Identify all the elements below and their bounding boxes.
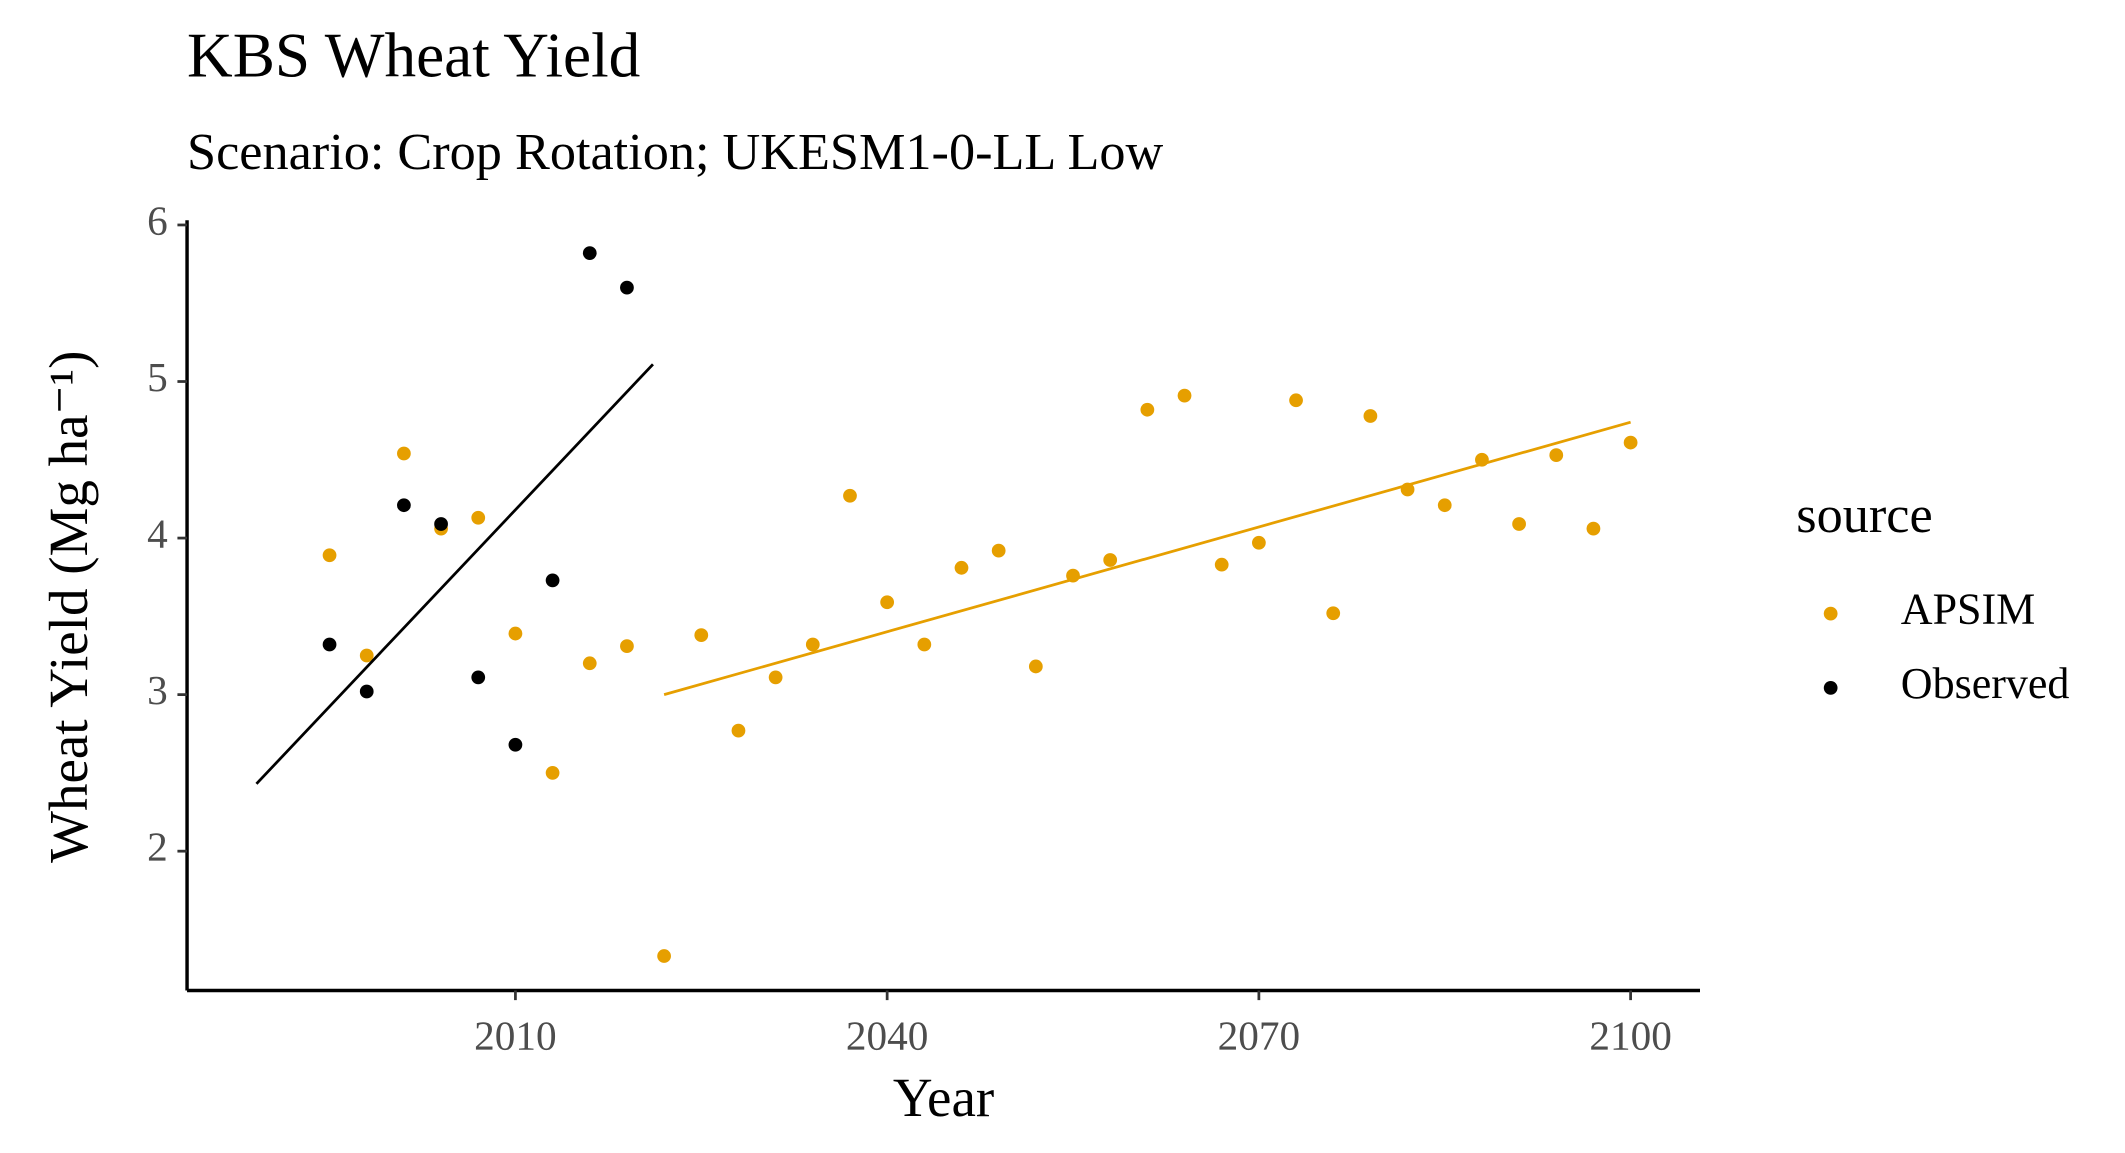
point: [917, 637, 932, 652]
point: [954, 560, 969, 575]
trend-line: [663, 420, 1631, 696]
point: [843, 488, 857, 503]
point: [1363, 409, 1378, 423]
point: [322, 637, 337, 652]
point: [620, 639, 634, 653]
point: [434, 517, 448, 531]
point: [657, 949, 671, 963]
y-tick-label: 2: [147, 824, 168, 870]
point: [582, 246, 597, 261]
point: [731, 723, 746, 738]
point: [1103, 553, 1118, 567]
point: [694, 628, 709, 643]
point: [1326, 606, 1341, 621]
point: [359, 684, 374, 699]
chart-subtitle: Scenario: Crop Rotation; UKESM1-0-LL Low: [187, 123, 1163, 181]
x-tick-label: 2100: [1589, 1012, 1671, 1058]
point: [1586, 521, 1601, 536]
point: [1289, 393, 1303, 408]
point: [397, 446, 411, 461]
point: [322, 548, 337, 563]
point: [545, 766, 560, 780]
legend-label: Observed: [1901, 659, 2070, 708]
point: [1623, 435, 1638, 450]
x-tick-label: 2010: [474, 1012, 557, 1058]
point: [805, 637, 820, 652]
point: [359, 648, 374, 663]
legend-marker: [1823, 681, 1838, 695]
x-tick-label: 2040: [846, 1012, 929, 1058]
point: [1437, 498, 1452, 513]
x-axis-title: Year: [893, 1067, 994, 1128]
point: [1028, 659, 1043, 674]
point: [471, 670, 486, 685]
y-axis-title: Wheat Yield (Mg ha⁻¹): [38, 351, 99, 863]
point: [582, 656, 597, 671]
point: [508, 626, 523, 641]
point: [1214, 557, 1229, 572]
point: [620, 280, 634, 295]
point: [1549, 448, 1564, 462]
y-tick-label: 4: [147, 511, 168, 557]
point: [1252, 535, 1266, 550]
point: [508, 737, 523, 752]
legend-marker: [1823, 606, 1838, 621]
legend-label: APSIM: [1901, 585, 2036, 634]
point: [1140, 402, 1155, 417]
point: [1177, 388, 1192, 403]
point: [397, 498, 411, 513]
y-tick-label: 3: [147, 667, 168, 713]
y-tick-label: 6: [147, 197, 168, 243]
point: [991, 543, 1006, 558]
point: [768, 670, 783, 685]
trend-line: [255, 363, 654, 785]
chart-title: KBS Wheat Yield: [187, 21, 640, 91]
y-tick-label: 5: [147, 354, 168, 400]
point: [1512, 517, 1526, 531]
point: [471, 510, 486, 525]
legend-title: source: [1796, 486, 1932, 544]
point: [545, 573, 560, 588]
x-tick-label: 2070: [1218, 1012, 1301, 1058]
point: [880, 595, 895, 610]
